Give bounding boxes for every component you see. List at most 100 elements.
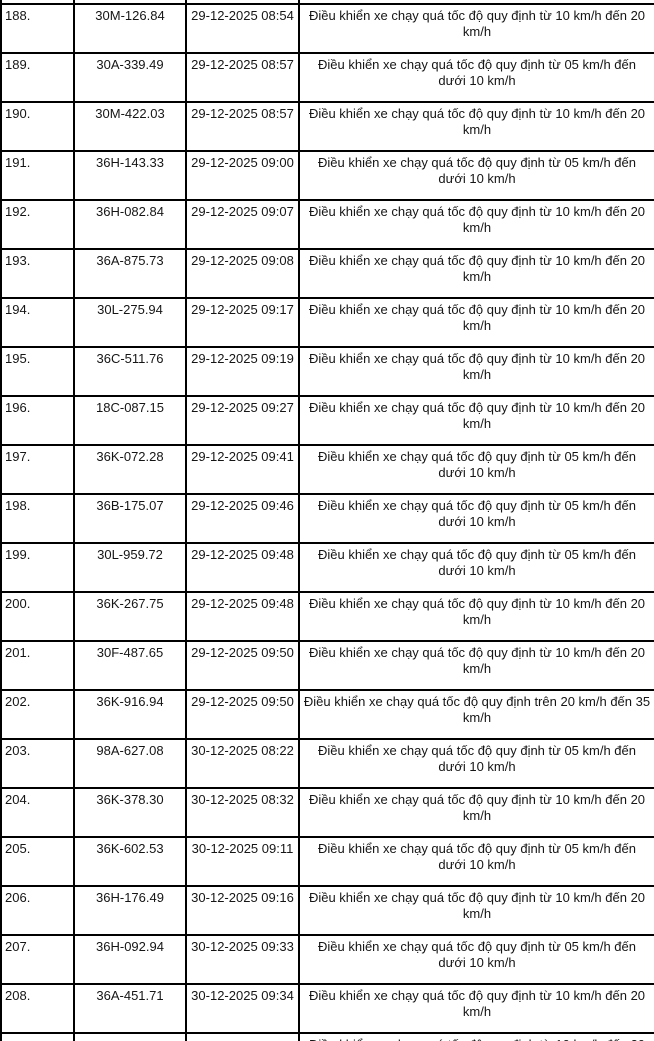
partial-top-datetime-cell [185, 0, 300, 5]
row-number-cell: 189. [0, 52, 75, 103]
violation-cell: Điều khiển xe chạy quá tốc độ quy định t… [298, 101, 654, 152]
table-row: 195. 36C-511.76 29-12-2025 09:19 Điều kh… [0, 346, 654, 397]
table-row: 204. 36K-378.30 30-12-2025 08:32 Điều kh… [0, 787, 654, 838]
table-row: 189. 30A-339.49 29-12-2025 08:57 Điều kh… [0, 52, 654, 103]
violation-cell: Điều khiển xe chạy quá tốc độ quy định t… [298, 542, 654, 593]
table-row: 203. 98A-627.08 30-12-2025 08:22 Điều kh… [0, 738, 654, 789]
table-row: 192. 36H-082.84 29-12-2025 09:07 Điều kh… [0, 199, 654, 250]
table-row: 208. 36A-451.71 30-12-2025 09:34 Điều kh… [0, 983, 654, 1034]
row-number-cell: 204. [0, 787, 75, 838]
violation-cell: Điều khiển xe chạy quá tốc độ quy định t… [298, 885, 654, 936]
table-row: 201. 30F-487.65 29-12-2025 09:50 Điều kh… [0, 640, 654, 691]
datetime-cell: 29-12-2025 09:41 [185, 444, 300, 495]
partial-top-number-cell [0, 0, 75, 5]
datetime-cell: 30-12-2025 09:34 [185, 983, 300, 1034]
partial-bottom-plate-cell [73, 1032, 187, 1041]
row-number-cell: 198. [0, 493, 75, 544]
table-row: 206. 36H-176.49 30-12-2025 09:16 Điều kh… [0, 885, 654, 936]
plate-cell: 36B-175.07 [73, 493, 187, 544]
plate-cell: 30M-126.84 [73, 3, 187, 54]
datetime-cell: 29-12-2025 09:00 [185, 150, 300, 201]
datetime-cell: 29-12-2025 09:46 [185, 493, 300, 544]
violation-cell: Điều khiển xe chạy quá tốc độ quy định t… [298, 640, 654, 691]
datetime-cell: 30-12-2025 08:22 [185, 738, 300, 789]
row-number-cell: 192. [0, 199, 75, 250]
table-row: 188. 30M-126.84 29-12-2025 08:54 Điều kh… [0, 3, 654, 54]
plate-cell: 30A-339.49 [73, 52, 187, 103]
row-number-cell: 194. [0, 297, 75, 348]
table-row: 196. 18C-087.15 29-12-2025 09:27 Điều kh… [0, 395, 654, 446]
plate-cell: 36K-072.28 [73, 444, 187, 495]
violation-cell: Điều khiển xe chạy quá tốc độ quy định t… [298, 199, 654, 250]
plate-cell: 36H-082.84 [73, 199, 187, 250]
row-number-cell: 203. [0, 738, 75, 789]
row-number-cell: 207. [0, 934, 75, 985]
violation-cell: Điều khiển xe chạy quá tốc độ quy định t… [298, 591, 654, 642]
plate-cell: 30M-422.03 [73, 101, 187, 152]
datetime-cell: 29-12-2025 09:27 [185, 395, 300, 446]
plate-cell: 30F-487.65 [73, 640, 187, 691]
row-number-cell: 191. [0, 150, 75, 201]
violation-cell: Điều khiển xe chạy quá tốc độ quy định t… [298, 444, 654, 495]
table-row: 207. 36H-092.94 30-12-2025 09:33 Điều kh… [0, 934, 654, 985]
datetime-cell: 29-12-2025 08:54 [185, 3, 300, 54]
table-row: 200. 36K-267.75 29-12-2025 09:48 Điều kh… [0, 591, 654, 642]
plate-cell: 36K-916.94 [73, 689, 187, 740]
row-number-cell: 197. [0, 444, 75, 495]
datetime-cell: 29-12-2025 09:48 [185, 542, 300, 593]
plate-cell: 36K-267.75 [73, 591, 187, 642]
row-number-cell: 201. [0, 640, 75, 691]
row-number-cell: 206. [0, 885, 75, 936]
datetime-cell: 30-12-2025 09:16 [185, 885, 300, 936]
table-row: 202. 36K-916.94 29-12-2025 09:50 Điều kh… [0, 689, 654, 740]
plate-cell: 98A-627.08 [73, 738, 187, 789]
table-row: 198. 36B-175.07 29-12-2025 09:46 Điều kh… [0, 493, 654, 544]
partial-top-plate-cell [73, 0, 187, 5]
row-number-cell: 190. [0, 101, 75, 152]
datetime-cell: 29-12-2025 09:50 [185, 689, 300, 740]
violation-cell: Điều khiển xe chạy quá tốc độ quy định t… [298, 738, 654, 789]
datetime-cell: 29-12-2025 08:57 [185, 101, 300, 152]
partial-bottom-number-cell [0, 1032, 75, 1041]
partial-row-top [0, 0, 654, 5]
row-number-cell: 195. [0, 346, 75, 397]
violation-cell: Điều khiển xe chạy quá tốc độ quy định t… [298, 346, 654, 397]
plate-cell: 36H-176.49 [73, 885, 187, 936]
violation-cell: Điều khiển xe chạy quá tốc độ quy định t… [298, 836, 654, 887]
violation-cell: Điều khiển xe chạy quá tốc độ quy định t… [298, 689, 654, 740]
violation-cell: Điều khiển xe chạy quá tốc độ quy định t… [298, 248, 654, 299]
datetime-cell: 29-12-2025 09:19 [185, 346, 300, 397]
datetime-cell: 30-12-2025 08:32 [185, 787, 300, 838]
row-number-cell: 202. [0, 689, 75, 740]
datetime-cell: 29-12-2025 09:48 [185, 591, 300, 642]
table-row: 194. 30L-275.94 29-12-2025 09:17 Điều kh… [0, 297, 654, 348]
partial-bottom-violation-cell: Điều khiển xe chạy quá tốc độ quy định t… [298, 1032, 654, 1041]
partial-bottom-datetime-cell [185, 1032, 300, 1041]
plate-cell: 36H-092.94 [73, 934, 187, 985]
plate-cell: 36K-602.53 [73, 836, 187, 887]
violation-cell: Điều khiển xe chạy quá tốc độ quy định t… [298, 787, 654, 838]
plate-cell: 18C-087.15 [73, 395, 187, 446]
row-number-cell: 208. [0, 983, 75, 1034]
violation-cell: Điều khiển xe chạy quá tốc độ quy định t… [298, 395, 654, 446]
table-row: 190. 30M-422.03 29-12-2025 08:57 Điều kh… [0, 101, 654, 152]
table-row: 193. 36A-875.73 29-12-2025 09:08 Điều kh… [0, 248, 654, 299]
datetime-cell: 29-12-2025 09:50 [185, 640, 300, 691]
plate-cell: 30L-275.94 [73, 297, 187, 348]
row-number-cell: 196. [0, 395, 75, 446]
violation-cell: Điều khiển xe chạy quá tốc độ quy định t… [298, 297, 654, 348]
table-row: 205. 36K-602.53 30-12-2025 09:11 Điều kh… [0, 836, 654, 887]
violation-cell: Điều khiển xe chạy quá tốc độ quy định t… [298, 983, 654, 1034]
violation-cell: Điều khiển xe chạy quá tốc độ quy định t… [298, 52, 654, 103]
violation-cell: Điều khiển xe chạy quá tốc độ quy định t… [298, 934, 654, 985]
plate-cell: 30L-959.72 [73, 542, 187, 593]
datetime-cell: 29-12-2025 09:17 [185, 297, 300, 348]
violation-cell: Điều khiển xe chạy quá tốc độ quy định t… [298, 493, 654, 544]
row-number-cell: 193. [0, 248, 75, 299]
row-number-cell: 205. [0, 836, 75, 887]
violation-text-sliver: Điều khiển xe chạy quá tốc độ quy định t… [301, 1035, 653, 1041]
plate-cell: 36H-143.33 [73, 150, 187, 201]
violation-cell: Điều khiển xe chạy quá tốc độ quy định t… [298, 3, 654, 54]
row-number-cell: 200. [0, 591, 75, 642]
